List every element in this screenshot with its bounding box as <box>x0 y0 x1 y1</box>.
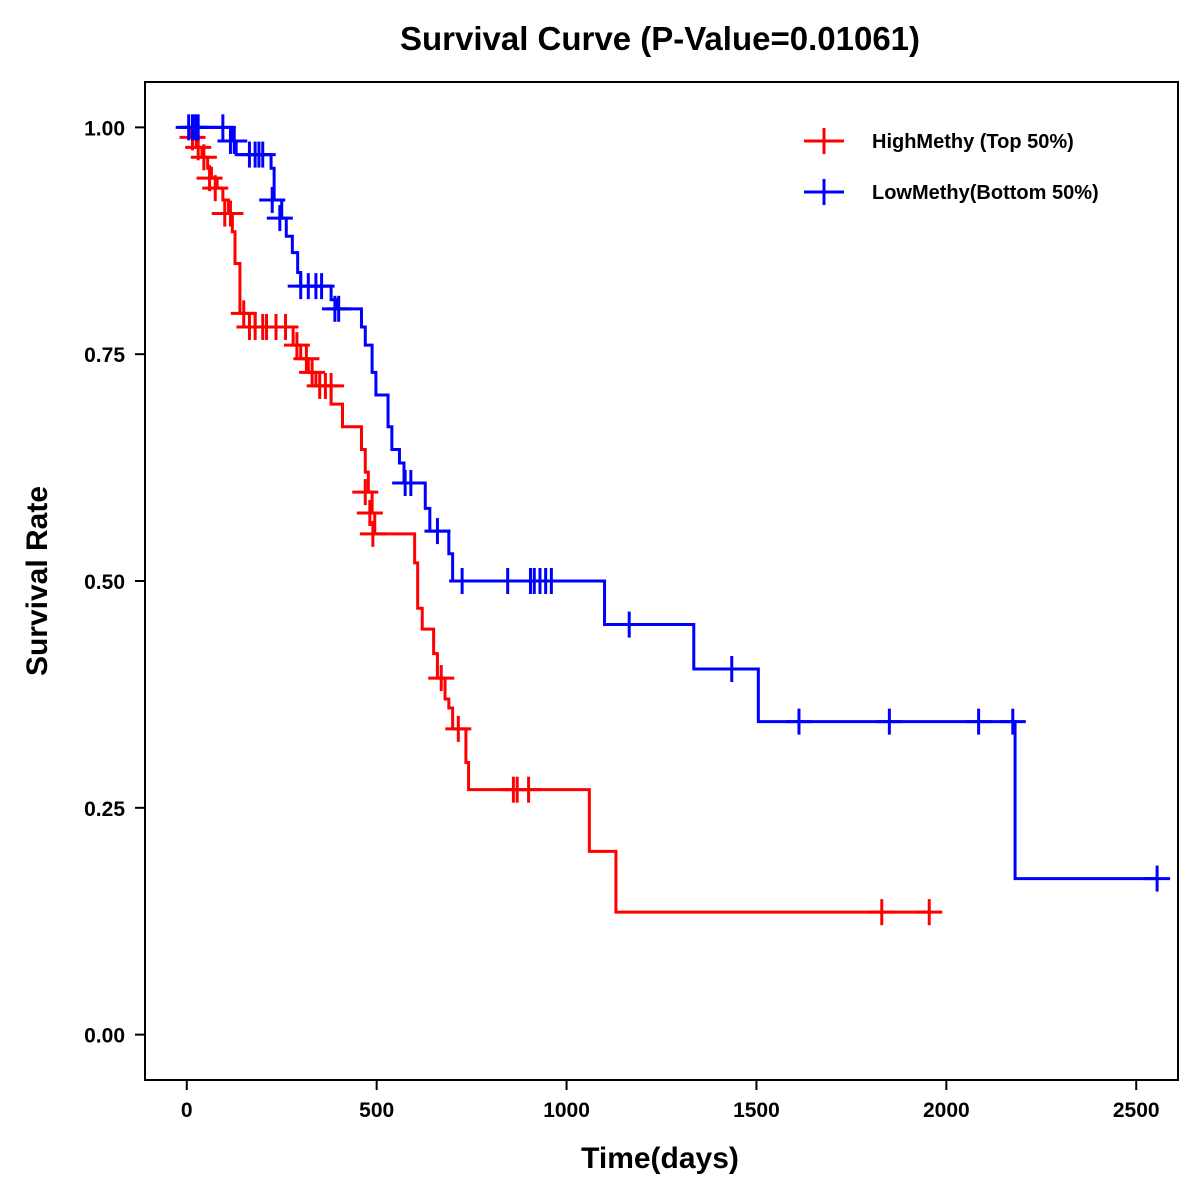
censor-mark <box>249 141 276 168</box>
censor-mark <box>299 359 326 386</box>
y-tick-label: 1.00 <box>84 117 125 140</box>
censor-mark <box>445 715 472 742</box>
y-tick-label: 0.50 <box>84 571 125 594</box>
censor-mark <box>616 611 643 638</box>
plot-frame <box>144 81 1179 1081</box>
legend-item: LowMethy(Bottom 50%) <box>804 179 1099 205</box>
censor-mark <box>916 899 943 926</box>
censor-mark <box>217 200 244 227</box>
censor-mark <box>190 144 217 171</box>
y-axis-label: Survival Rate <box>21 486 54 676</box>
y-tick-label: 0.75 <box>84 344 125 367</box>
censor-mark <box>494 568 521 594</box>
censor-mark <box>221 127 248 154</box>
survival-line <box>186 125 1158 881</box>
censor-mark <box>202 175 229 202</box>
censor-mark <box>999 708 1026 735</box>
y-tick-label: 0.25 <box>84 798 125 821</box>
x-tick-label: 500 <box>359 1099 394 1122</box>
censor-mark <box>352 479 379 506</box>
censor-mark <box>272 313 299 340</box>
censor-mark <box>318 372 345 399</box>
x-tick-label: 2500 <box>1113 1099 1160 1122</box>
x-tick-label: 2000 <box>923 1099 970 1122</box>
x-tick-label: 1000 <box>543 1099 590 1122</box>
censor-mark <box>185 114 212 141</box>
x-axis-label: Time(days) <box>581 1142 739 1175</box>
censor-mark <box>293 345 320 372</box>
censor-mark <box>209 114 236 141</box>
survival-line <box>186 125 932 914</box>
censor-mark <box>538 568 565 594</box>
chart-title: Survival Curve (P-Value=0.01061) <box>400 20 920 57</box>
censor-mark <box>259 186 286 213</box>
legend-cross-icon <box>804 128 844 154</box>
censor-mark <box>424 518 451 545</box>
x-axis: 0 500 1000 1500 2000 2500 <box>181 1080 1160 1122</box>
censor-mark <box>308 273 335 300</box>
censor-mark <box>356 499 383 526</box>
censor-mark <box>868 899 895 926</box>
censor-mark <box>785 708 812 735</box>
series-layer <box>175 114 1171 926</box>
legend-label: LowMethy(Bottom 50%) <box>872 182 1099 204</box>
censor-mark <box>397 470 424 497</box>
censor-mark <box>718 656 745 683</box>
legend-label: HighMethy (Top 50%) <box>872 131 1074 153</box>
censor-mark <box>325 295 352 322</box>
censor-mark <box>1144 865 1171 892</box>
y-axis: 0.00 0.25 0.50 0.75 1.00 <box>84 117 145 1048</box>
y-tick-label: 0.00 <box>84 1025 125 1048</box>
series-highmethy <box>179 124 943 926</box>
x-tick-label: 0 <box>181 1099 193 1122</box>
censor-mark <box>283 332 310 359</box>
legend: HighMethy (Top 50%) LowMethy(Bottom 50%) <box>804 128 1099 205</box>
legend-cross-icon <box>804 179 844 205</box>
censor-mark <box>965 708 992 735</box>
censor-mark <box>449 568 476 594</box>
censor-mark <box>876 708 903 735</box>
censor-mark <box>266 205 293 232</box>
x-tick-label: 1500 <box>733 1099 780 1122</box>
series-lowmethy <box>175 114 1171 892</box>
censor-mark <box>359 520 386 547</box>
censor-mark <box>515 776 542 803</box>
censor-mark <box>428 665 455 692</box>
legend-item: HighMethy (Top 50%) <box>804 128 1074 154</box>
censor-mark <box>230 300 257 327</box>
